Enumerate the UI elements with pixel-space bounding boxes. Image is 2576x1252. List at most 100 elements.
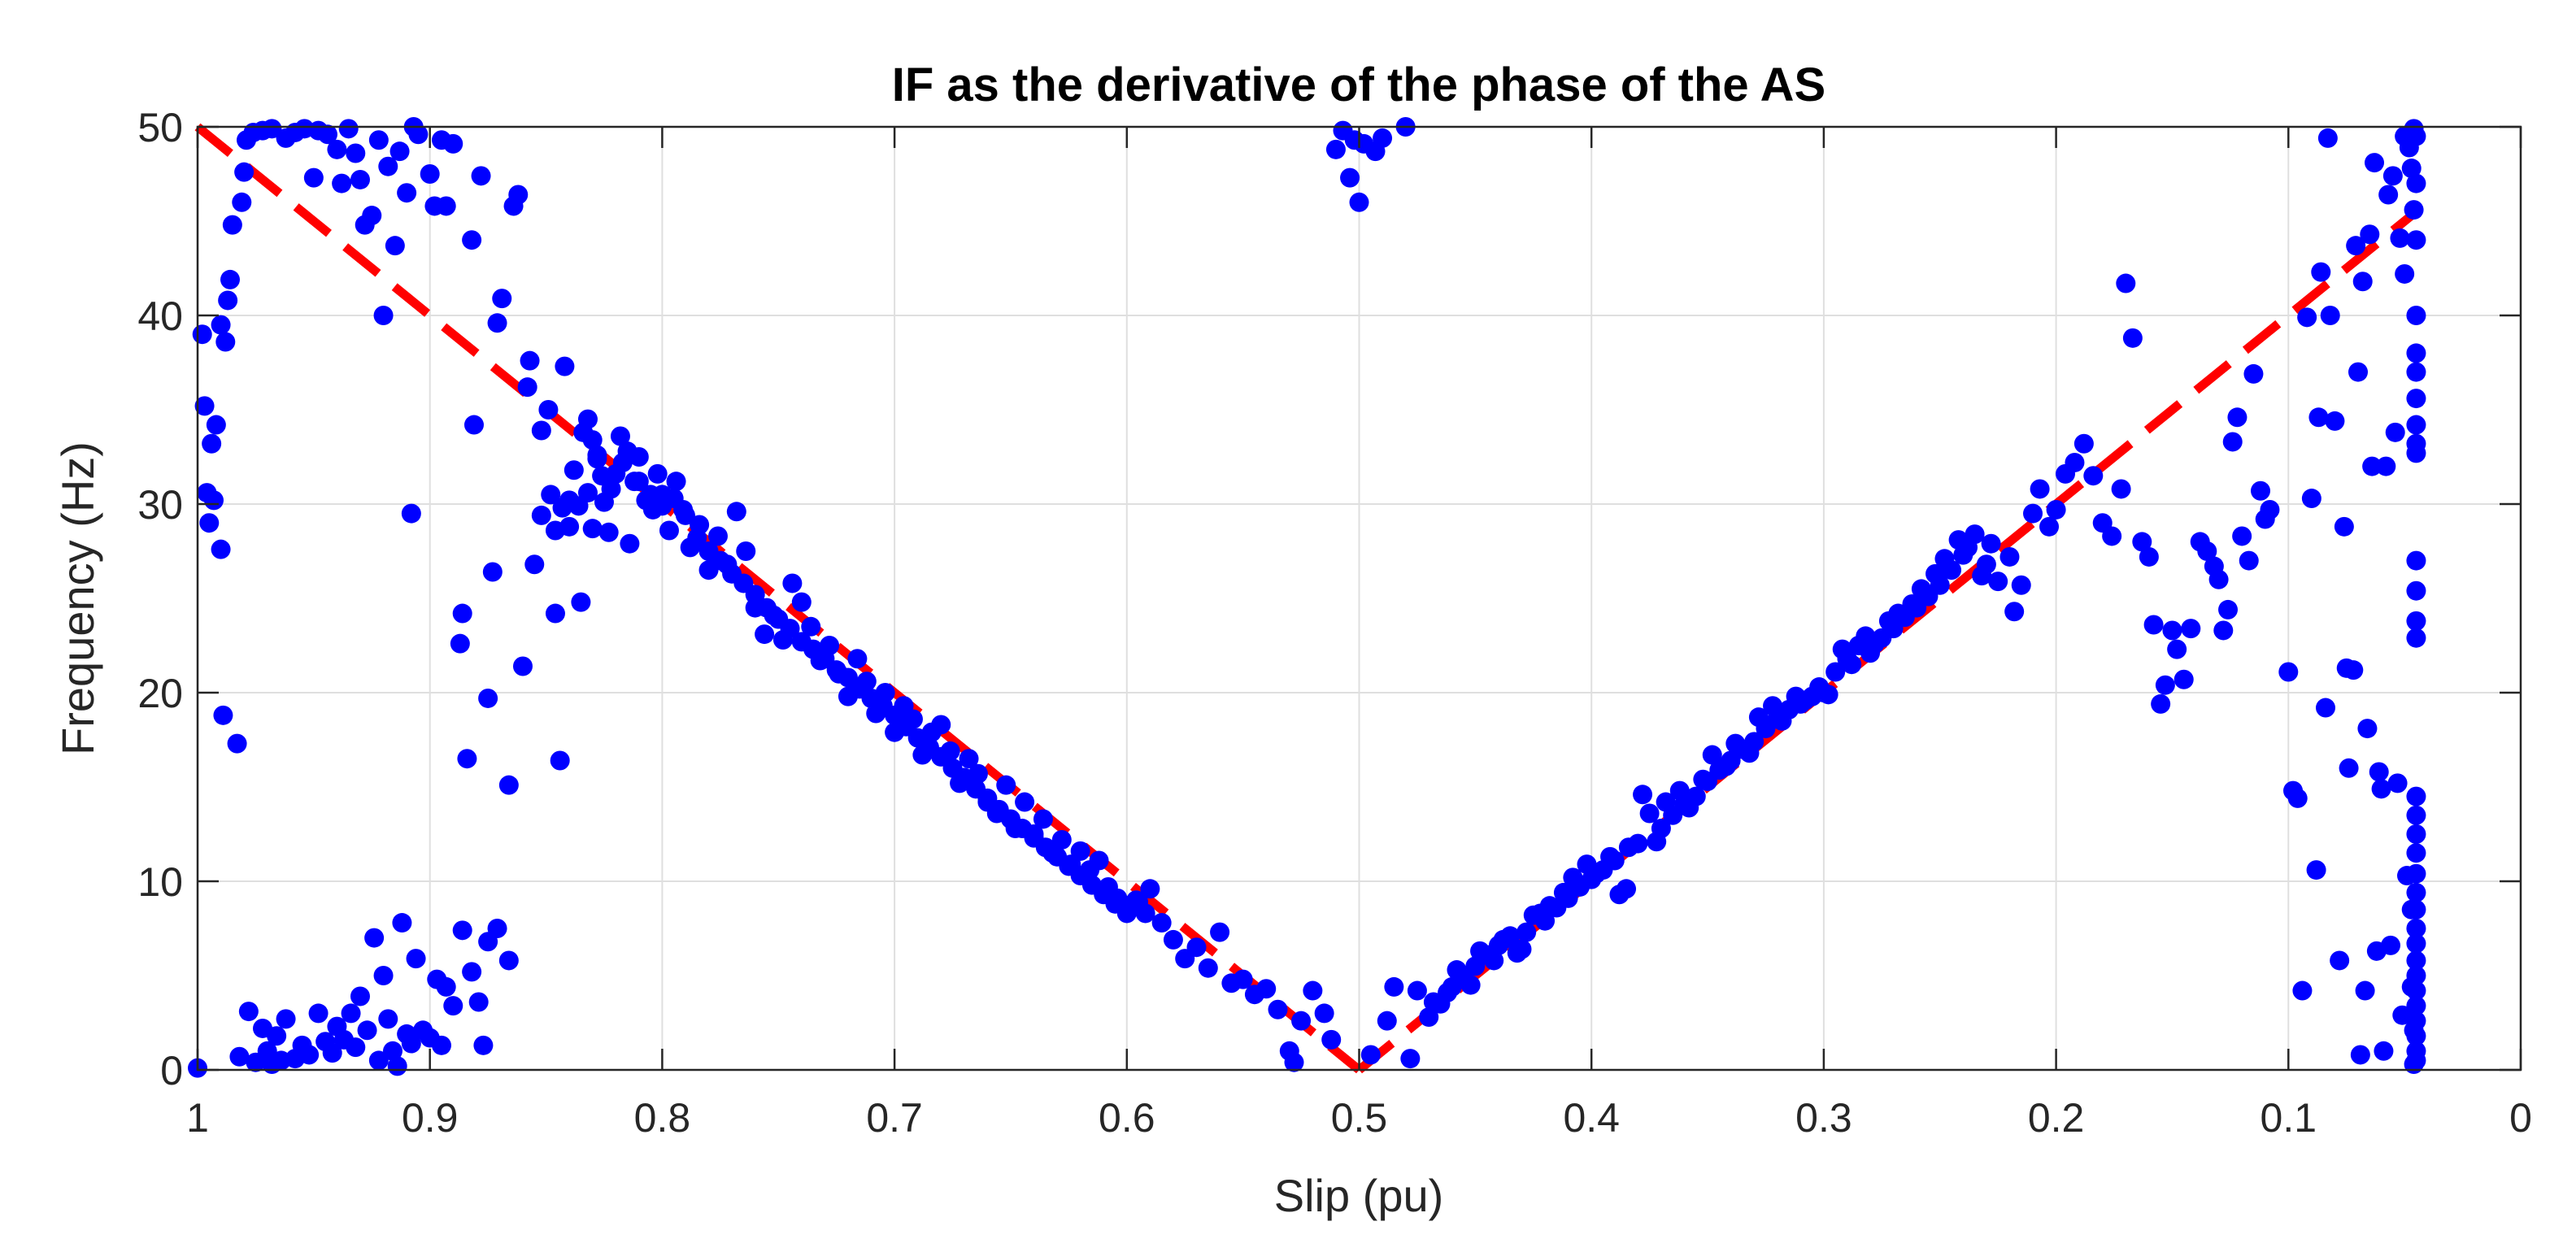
data-point (610, 426, 630, 446)
data-point (2406, 415, 2426, 435)
data-point (2232, 526, 2252, 546)
data-point (498, 950, 519, 971)
data-point (2297, 307, 2317, 328)
data-point (2167, 639, 2187, 659)
data-point (594, 492, 614, 512)
data-point (545, 520, 565, 541)
data-point (327, 139, 347, 159)
data-point (2355, 980, 2375, 1001)
data-point (2406, 550, 2426, 571)
data-point (211, 539, 231, 559)
data-point (517, 377, 537, 398)
data-point (1384, 976, 1404, 997)
data-point (392, 913, 412, 933)
data-point (238, 1002, 259, 1022)
data-point (1865, 633, 1885, 654)
data-point (373, 306, 394, 325)
data-point (2139, 546, 2159, 567)
data-point (192, 324, 212, 345)
data-point (647, 463, 668, 484)
data-point (276, 1009, 296, 1029)
data-point (338, 119, 359, 139)
data-point (2390, 228, 2410, 248)
data-point (736, 541, 756, 561)
data-point (2374, 1041, 2394, 1061)
data-point (577, 483, 598, 503)
data-point (1460, 975, 1481, 995)
data-point (1400, 1049, 1421, 1069)
data-point (232, 192, 252, 212)
data-point (2162, 620, 2182, 641)
data-point (473, 1035, 494, 1055)
data-point (903, 709, 923, 729)
data-point (1553, 882, 1573, 902)
data-point (457, 749, 477, 769)
data-point (1563, 867, 1583, 888)
data-point (680, 537, 700, 558)
data-point (450, 633, 470, 654)
data-point (1716, 756, 1736, 776)
data-point (1470, 941, 1490, 961)
data-point (1586, 863, 1606, 884)
data-point (829, 663, 849, 684)
y-tick-label: 0 (160, 1048, 183, 1093)
data-point (401, 503, 421, 524)
data-point (875, 683, 895, 702)
data-point (1702, 745, 1722, 765)
data-point (856, 672, 877, 692)
data-point (373, 966, 394, 985)
data-point (2251, 480, 2271, 501)
data-point (1911, 579, 1931, 599)
data-point (2406, 1050, 2426, 1071)
data-point (2406, 950, 2426, 971)
data-point (2385, 422, 2405, 442)
data-point (2406, 230, 2426, 250)
data-point (1321, 1029, 1342, 1050)
data-point (1325, 139, 1346, 159)
data-point (2406, 1026, 2426, 1046)
data-point (2350, 1045, 2370, 1065)
data-point (1268, 999, 1288, 1019)
data-point (2406, 863, 2426, 884)
data-point (624, 472, 645, 492)
data-point (571, 592, 591, 612)
data-point (431, 1035, 451, 1055)
data-point (468, 992, 489, 1012)
data-point (492, 289, 512, 309)
data-point (2346, 236, 2366, 256)
data-point (350, 986, 370, 1006)
x-tick-label: 0.9 (402, 1095, 459, 1141)
data-point (1934, 549, 1955, 569)
data-point (2218, 599, 2239, 619)
data-point (520, 350, 540, 371)
data-point (1198, 958, 1218, 978)
data-point (931, 715, 951, 735)
data-point (2382, 166, 2403, 186)
data-point (524, 554, 545, 575)
data-point (791, 592, 812, 612)
data-point (220, 269, 240, 289)
data-point (1679, 798, 1699, 818)
data-point (452, 920, 472, 941)
data-point (357, 1020, 377, 1041)
data-point (1163, 929, 1183, 950)
data-point (2311, 262, 2331, 282)
data-point (2208, 569, 2229, 589)
data-point (2023, 503, 2043, 524)
data-point (564, 460, 584, 480)
x-tick-label: 0.3 (1795, 1095, 1852, 1141)
data-point (1447, 960, 1467, 980)
data-point (1377, 1011, 1397, 1031)
data-point (598, 522, 619, 542)
data-point (262, 119, 282, 139)
data-point (194, 396, 215, 416)
data-point (1669, 780, 1690, 801)
data-point (1618, 837, 1638, 858)
data-point (2406, 882, 2426, 902)
data-point (690, 515, 710, 535)
data-point (838, 686, 858, 706)
data-point (408, 124, 429, 145)
data-point (1539, 896, 1560, 916)
y-tick-label: 20 (137, 671, 183, 716)
data-point (452, 603, 472, 624)
